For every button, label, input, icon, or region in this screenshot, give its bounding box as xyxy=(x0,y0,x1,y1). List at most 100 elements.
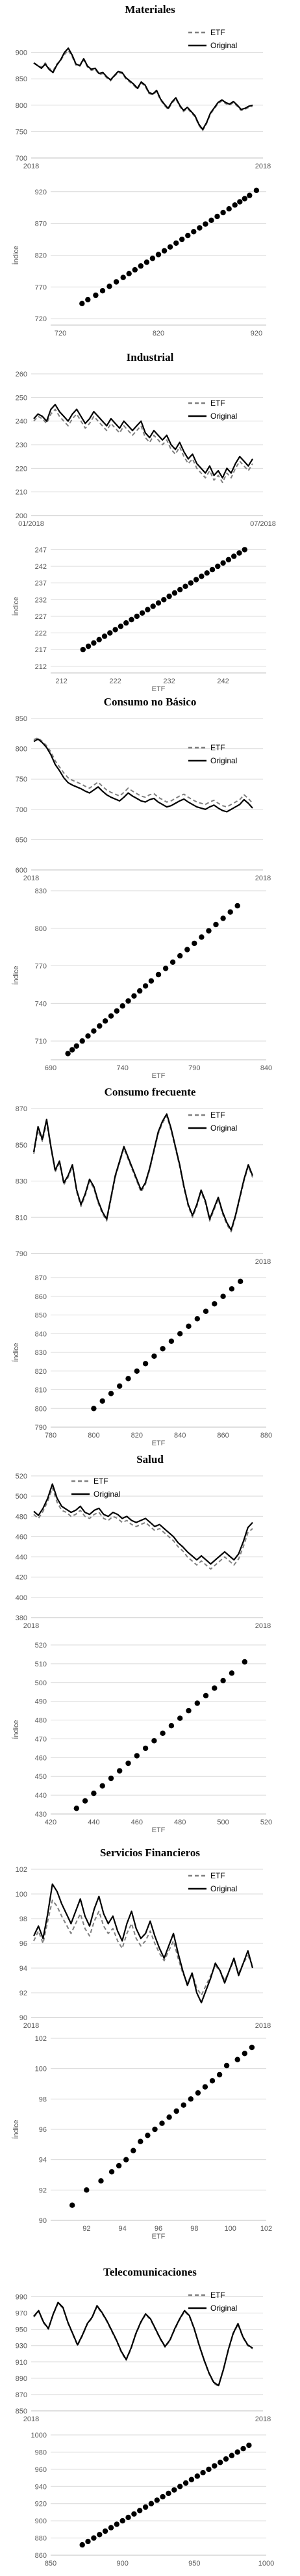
scatter-point xyxy=(234,2057,240,2062)
chart-industrial-line: Industrial 200 210 220 230 240 250 260 01/2018 07… xyxy=(16,351,276,528)
y-tick-label: 100 xyxy=(35,2066,47,2073)
scatter-point xyxy=(166,2114,172,2120)
chart-salud-line: Salud 380 400 420 440 460 480 500 520 2018 2018 ETF… xyxy=(16,1453,271,1630)
chart-telecomunicaciones-line: Telecomunicaciones 850 870 890 910 930 950 970 9… xyxy=(16,2266,271,2423)
scatter-point xyxy=(188,2477,195,2482)
chart-telecomunicaciones-scatter: 860 880 900 920 940 960 980 1000 850 900 950 1000 xyxy=(31,2432,275,2568)
x-tick-label: 96 xyxy=(155,2225,162,2233)
scatter-point xyxy=(203,221,208,227)
scatter-point xyxy=(91,1791,97,1796)
scatter-point xyxy=(98,2178,104,2184)
chart-title: Servicios Financieros xyxy=(100,1847,200,1859)
series-etf-line xyxy=(33,49,253,131)
y-tick-label: 420 xyxy=(16,1574,27,1582)
x-tick-label: 232 xyxy=(163,677,175,685)
scatter-point xyxy=(93,292,99,298)
scatter-point xyxy=(247,192,253,198)
scatter-point xyxy=(182,2480,189,2486)
scatter-point xyxy=(177,586,183,593)
y-tick-label: 230 xyxy=(16,441,27,449)
y-tick-label: 100 xyxy=(16,1891,27,1899)
legend-etf-label: ETF xyxy=(210,743,225,752)
y-tick-label: 870 xyxy=(16,2391,27,2399)
scatter-point xyxy=(197,225,203,231)
y-tick-label: 600 xyxy=(16,867,27,874)
scatter-point xyxy=(253,187,260,193)
scatter-point xyxy=(161,597,167,603)
scatter-point xyxy=(177,2484,183,2490)
series-original-line xyxy=(33,2302,253,2387)
scatter-point xyxy=(69,1047,75,1053)
y-tick-label: 222 xyxy=(35,630,47,638)
scatter-point xyxy=(134,613,140,620)
scatter-point xyxy=(216,2071,223,2078)
scatter-point xyxy=(73,1806,80,1811)
chart-title: Materiales xyxy=(125,3,175,16)
y-tick-label: 950 xyxy=(16,2326,27,2334)
y-tick-label: 850 xyxy=(16,2408,27,2415)
x-tick-label: 440 xyxy=(88,1819,99,1826)
y-tick-label: 920 xyxy=(35,189,47,196)
scatter-point xyxy=(177,1331,183,1337)
scatter-point xyxy=(138,2138,144,2144)
scatter-point xyxy=(237,199,243,205)
y-tick-label: 94 xyxy=(19,1965,27,1973)
scatter-point xyxy=(99,288,106,294)
scatter-point xyxy=(179,236,185,243)
scatter-point xyxy=(188,2096,194,2102)
y-tick-label: 920 xyxy=(35,2501,47,2508)
x-tick-label: 820 xyxy=(153,330,164,337)
chart-industrial-scatter: 212 217 222 227 232 237 242 247 212 222 232 242 ETF Í… xyxy=(12,546,266,693)
y-tick-label: 217 xyxy=(35,646,47,654)
y-tick-label: 520 xyxy=(35,1642,47,1649)
scatter-point xyxy=(173,2108,179,2114)
x-tick-label: 720 xyxy=(55,330,66,337)
y-tick-label: 870 xyxy=(35,1274,47,1282)
x-tick-label: 690 xyxy=(45,1064,56,1072)
scatter-point xyxy=(99,1398,105,1404)
scatter-point xyxy=(82,1798,88,1804)
y-tick-label: 990 xyxy=(16,2294,27,2302)
scatter-point xyxy=(108,1775,114,1781)
scatter-point xyxy=(123,620,129,626)
x-tick-label: 92 xyxy=(82,2225,90,2233)
series-etf-line xyxy=(33,2302,253,2387)
y-axis-label: Índice xyxy=(12,1343,20,1361)
series-original-line xyxy=(33,47,253,131)
scatter-point xyxy=(208,217,214,223)
y-tick-label: 960 xyxy=(35,2466,47,2474)
legend-etf-label: ETF xyxy=(210,1111,225,1120)
y-tick-label: 840 xyxy=(35,1330,47,1338)
y-tick-label: 930 xyxy=(16,2343,27,2350)
scatter-point xyxy=(151,1353,157,1359)
y-tick-label: 92 xyxy=(19,1990,27,1997)
scatter-point xyxy=(206,2466,212,2473)
chart-consumo-frecuente-scatter: 790 800 810 820 830 840 850 860 870 780 800 820 840 8… xyxy=(12,1274,272,1447)
y-tick-label: 970 xyxy=(16,2310,27,2318)
y-tick-label: 400 xyxy=(16,1594,27,1602)
scatter-point xyxy=(159,2120,165,2126)
x-tick-label: 2018 xyxy=(23,163,39,170)
scatter-point xyxy=(123,2157,129,2162)
chart-title: Telecomunicaciones xyxy=(103,2266,197,2278)
scatter-point xyxy=(118,624,124,629)
scatter-point xyxy=(234,902,240,909)
chart-title: Salud xyxy=(136,1453,164,1465)
scatter-point xyxy=(85,1033,91,1039)
scatter-point xyxy=(149,256,156,261)
y-tick-label: 850 xyxy=(16,715,27,723)
chart-consumo-frecuente-line: Consumo frecuente 790 810 830 850 870 2018 ETF O… xyxy=(16,1086,271,1266)
scatter-point xyxy=(91,1406,97,1412)
series-original-line xyxy=(33,1483,253,1565)
y-tick-label: 860 xyxy=(35,2552,47,2560)
scatter-point xyxy=(238,1278,244,1285)
scatter-point xyxy=(199,573,205,579)
scatter-point xyxy=(227,909,233,915)
scatter-point xyxy=(212,1301,218,1307)
x-tick-label: 2018 xyxy=(23,2022,39,2030)
x-tick-label: 800 xyxy=(88,1432,99,1439)
scatter-point xyxy=(225,557,232,562)
scatter-point xyxy=(160,1730,166,1736)
y-tick-label: 98 xyxy=(19,1915,27,1923)
scatter-point xyxy=(184,947,190,953)
